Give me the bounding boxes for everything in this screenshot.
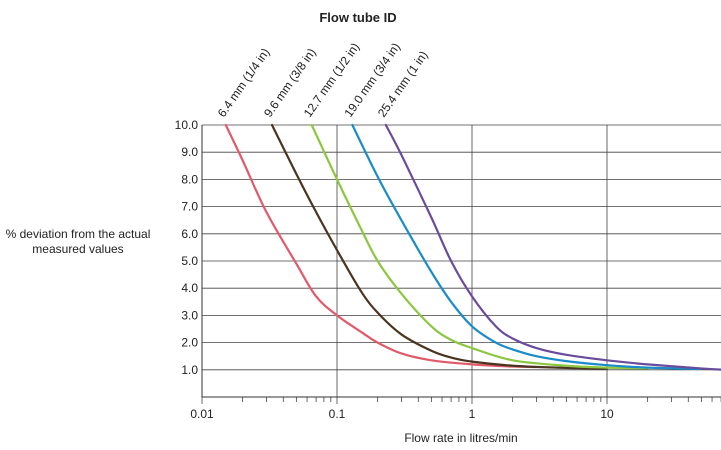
- y-axis-label: % deviation from the actual measured val…: [5, 227, 151, 256]
- y-tick-label: 3.0: [181, 308, 198, 322]
- series-lines: [224, 123, 721, 371]
- x-tick-label: 0.1: [329, 407, 346, 421]
- y-tick-label: 4.0: [181, 281, 198, 295]
- series-line-1: [224, 123, 538, 369]
- y-tick-label: 5.0: [181, 254, 198, 268]
- series-line-4: [351, 123, 703, 371]
- x-tick-label: 10: [600, 407, 614, 421]
- series-line-5: [384, 123, 721, 371]
- y-tick-label: 2.0: [181, 336, 198, 350]
- y-tick-label: 6.0: [181, 227, 198, 241]
- x-tick-label: 0.01: [190, 407, 214, 421]
- y-tick-label: 7.0: [181, 200, 198, 214]
- grid: [201, 124, 721, 397]
- series-line-2: [270, 123, 609, 370]
- series-labels: 6.4 mm (1/4 in)9.6 mm (3/8 in)12.7 mm (1…: [215, 40, 431, 120]
- y-tick-label: 10.0: [175, 118, 199, 132]
- chart-title: Flow tube ID: [319, 10, 396, 25]
- y-tick-label: 8.0: [181, 172, 198, 186]
- x-axis-label: Flow rate in litres/min: [404, 431, 517, 445]
- x-tick-label: 1: [469, 407, 476, 421]
- y-tick-label: 9.0: [181, 145, 198, 159]
- y-tick-label: 1.0: [181, 363, 198, 377]
- series-line-3: [310, 123, 649, 370]
- axes: 1.0 2.0 3.0 4.0 5.0 6.0 7.0 8.0 9.0 10.0 0.01 0.1 1 1…: [175, 118, 721, 421]
